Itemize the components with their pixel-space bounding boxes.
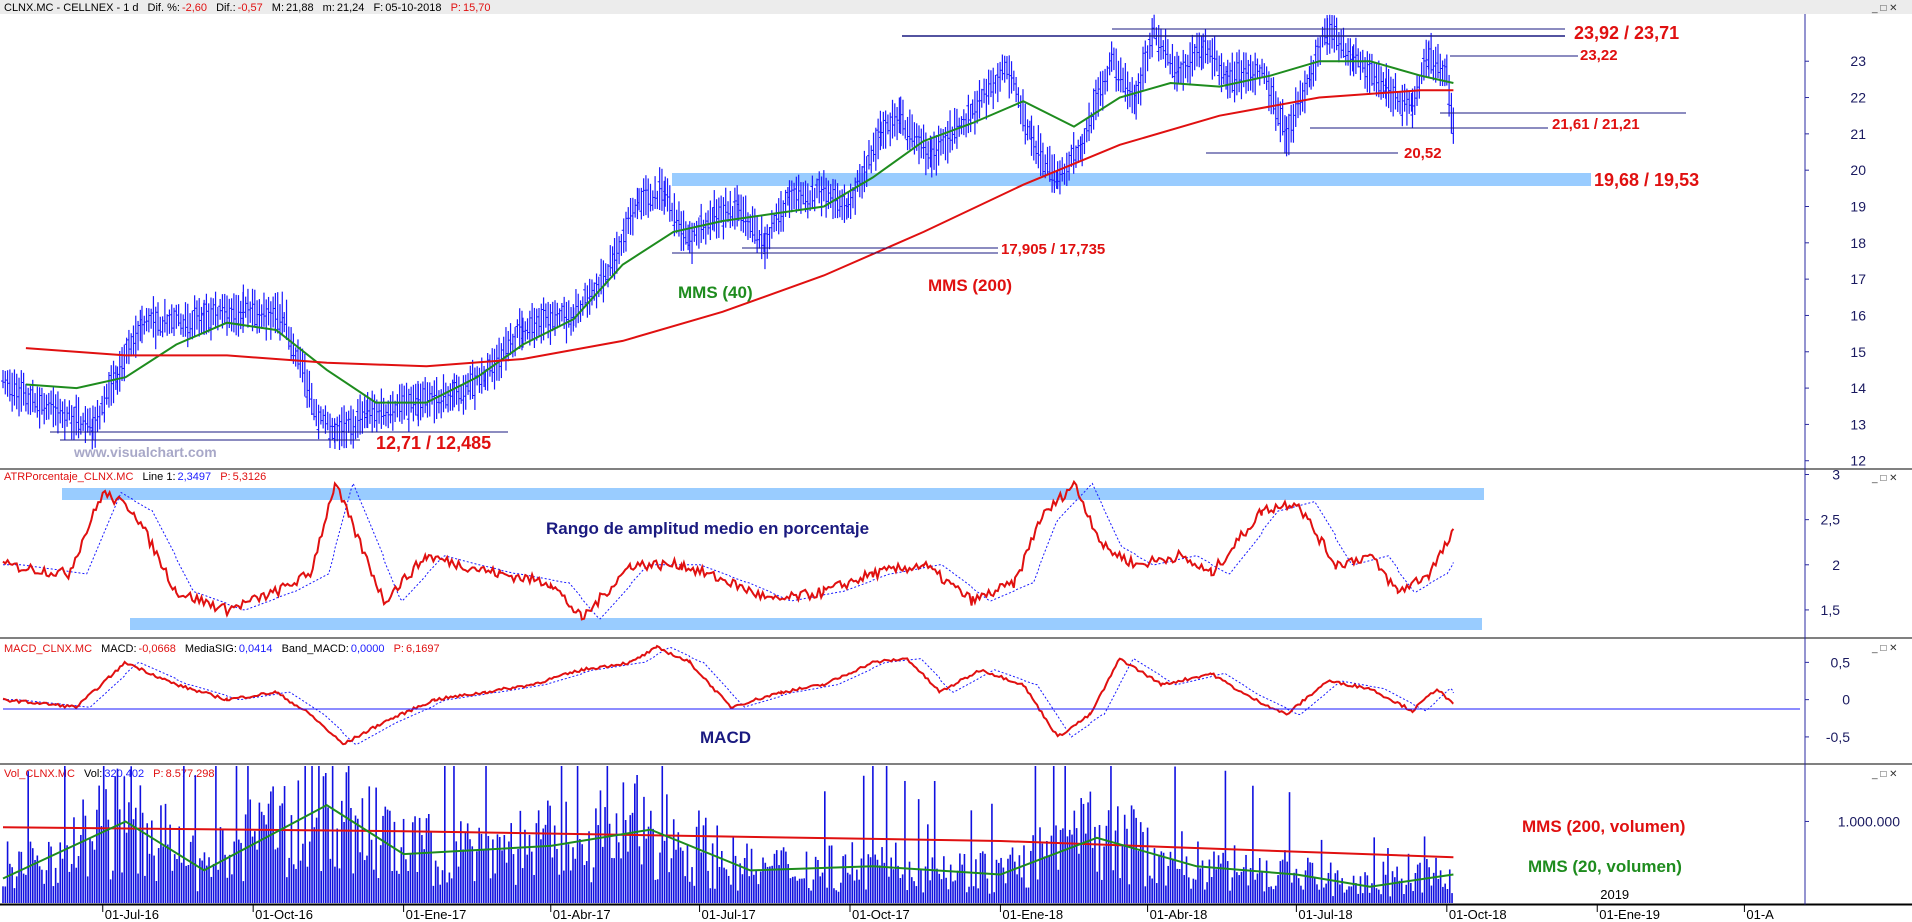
price-y-tick-label: 20 (1850, 162, 1866, 178)
atr-lower-band (130, 618, 1482, 630)
price-y-tick-label: 23 (1850, 53, 1866, 69)
macd-line (2, 644, 1454, 746)
price-y-tick-label: 14 (1850, 380, 1866, 396)
label-mms200: MMS (200) (928, 276, 1012, 295)
price-y-tick-label: 18 (1850, 235, 1866, 251)
macd-y-tick-label: 0,5 (1831, 654, 1851, 670)
atr-y-tick-label: 2,5 (1821, 512, 1841, 528)
vol-series-mms-20-volumen- (2, 803, 1454, 888)
x-tick-label: 01-Oct-17 (852, 907, 910, 922)
series-line-mms-200- (25, 89, 1454, 368)
header-symbol: CLNX.MC - CELLNEX - 1 d (4, 2, 138, 14)
atr-y-tick-label: 3 (1832, 467, 1840, 483)
label-2322: 23,22 (1580, 47, 1618, 64)
price-y-tick-label: 22 (1850, 90, 1866, 106)
x-tick-label: 01-Ene-17 (406, 907, 467, 922)
x-tick-label: 01-Jul-18 (1298, 907, 1352, 922)
atr-upper-band (62, 488, 1484, 500)
price-y-tick-label: 21 (1850, 126, 1866, 142)
atr-y-tick-label: 2 (1832, 557, 1840, 573)
x-tick-label: 01-Ene-18 (1002, 907, 1063, 922)
header-line: CLNX.MC - CELLNEX - 1 d Dif. %: -2,60 Dif… (4, 2, 491, 14)
series-line-mms-40- (25, 60, 1454, 404)
atr-y-tick-label: 1,5 (1821, 602, 1841, 618)
label-macd: MACD (700, 728, 751, 747)
vol-series-mms-200-volumen- (2, 826, 1454, 859)
label-vol-mms200: MMS (200, volumen) (1522, 817, 1685, 836)
watermark: www.visualchart.com (73, 444, 217, 460)
x-tick-label: 01-A (1746, 907, 1774, 922)
price-y-tick-label: 12 (1850, 453, 1866, 469)
price-y-tick-label: 15 (1850, 344, 1866, 360)
price-y-tick-label: 19 (1850, 198, 1866, 214)
macd-pane-buttons: _ □ ✕ (1871, 643, 1898, 654)
x-year-label: 2019 (1600, 887, 1629, 902)
macd-pane: -0,5 0 0,5 (2, 644, 1851, 746)
x-tick-label: 01-Jul-16 (105, 907, 159, 922)
label-2052: 20,52 (1404, 145, 1442, 162)
label-1968: 19,68 / 19,53 (1594, 170, 1699, 190)
price-y-tick-label: 17 (1850, 271, 1866, 287)
atr-pane-title: ATRPorcentaje_CLNX.MC Line 1: 2,3497 P: 5,… (4, 471, 266, 483)
vol-pane-buttons: _ □ ✕ (1871, 769, 1898, 780)
label-vol-mms20: MMS (20, volumen) (1528, 857, 1682, 876)
x-tick-label: 01-Oct-16 (255, 907, 313, 922)
price-y-tick-label: 16 (1850, 307, 1866, 323)
price-pane: 12 13 14 15 16 17 18 19 20 21 22 23 (1, 14, 1866, 469)
label-atr-title: Rango de amplitud medio en porcentaje (546, 519, 869, 538)
price-pane-buttons: _ □ ✕ (1871, 3, 1898, 14)
x-axis: 01-Jul-16 01-Oct-16 01-Ene-17 01-Abr-17 01-J… (102, 887, 1774, 922)
macd-y-tick-label: -0,5 (1826, 729, 1850, 745)
macd-pane-title: MACD_CLNX.MC MACD: -0,0668 MediaSIG: 0,041… (4, 643, 440, 655)
zone-19-68 (672, 173, 1591, 186)
atr-line (2, 479, 1455, 621)
atr-pane-buttons: _ □ ✕ (1871, 473, 1898, 484)
atr-signal-line (3, 482, 1454, 620)
atr-pane: 1,5 2 2,5 3 (2, 467, 1841, 621)
price-y-tick-label: 13 (1850, 416, 1866, 432)
label-mms40: MMS (40) (678, 283, 753, 302)
label-1271: 12,71 / 12,485 (376, 433, 491, 453)
label-2161: 21,61 / 21,21 (1552, 116, 1640, 133)
label-resistance-top: 23,92 / 23,71 (1574, 23, 1679, 43)
header-bar (0, 0, 1912, 14)
x-tick-label: 01-Abr-18 (1150, 907, 1208, 922)
macd-y-tick-label: 0 (1842, 692, 1850, 708)
vol-pane: 1.000.000 (2, 766, 1900, 903)
vol-pane-title: Vol_CLNX.MC Vol: 320.402 P: 8.577.298 (4, 768, 215, 780)
vol-y-tick-label: 1.000.000 (1838, 813, 1900, 829)
x-tick-label: 01-Abr-17 (553, 907, 611, 922)
x-tick-label: 01-Jul-17 (702, 907, 756, 922)
x-tick-label: 01-Ene-19 (1599, 907, 1660, 922)
label-17905: 17,905 / 17,735 (1001, 241, 1105, 258)
x-tick-label: 01-Oct-18 (1449, 907, 1507, 922)
macd-signal-line (3, 646, 1454, 745)
